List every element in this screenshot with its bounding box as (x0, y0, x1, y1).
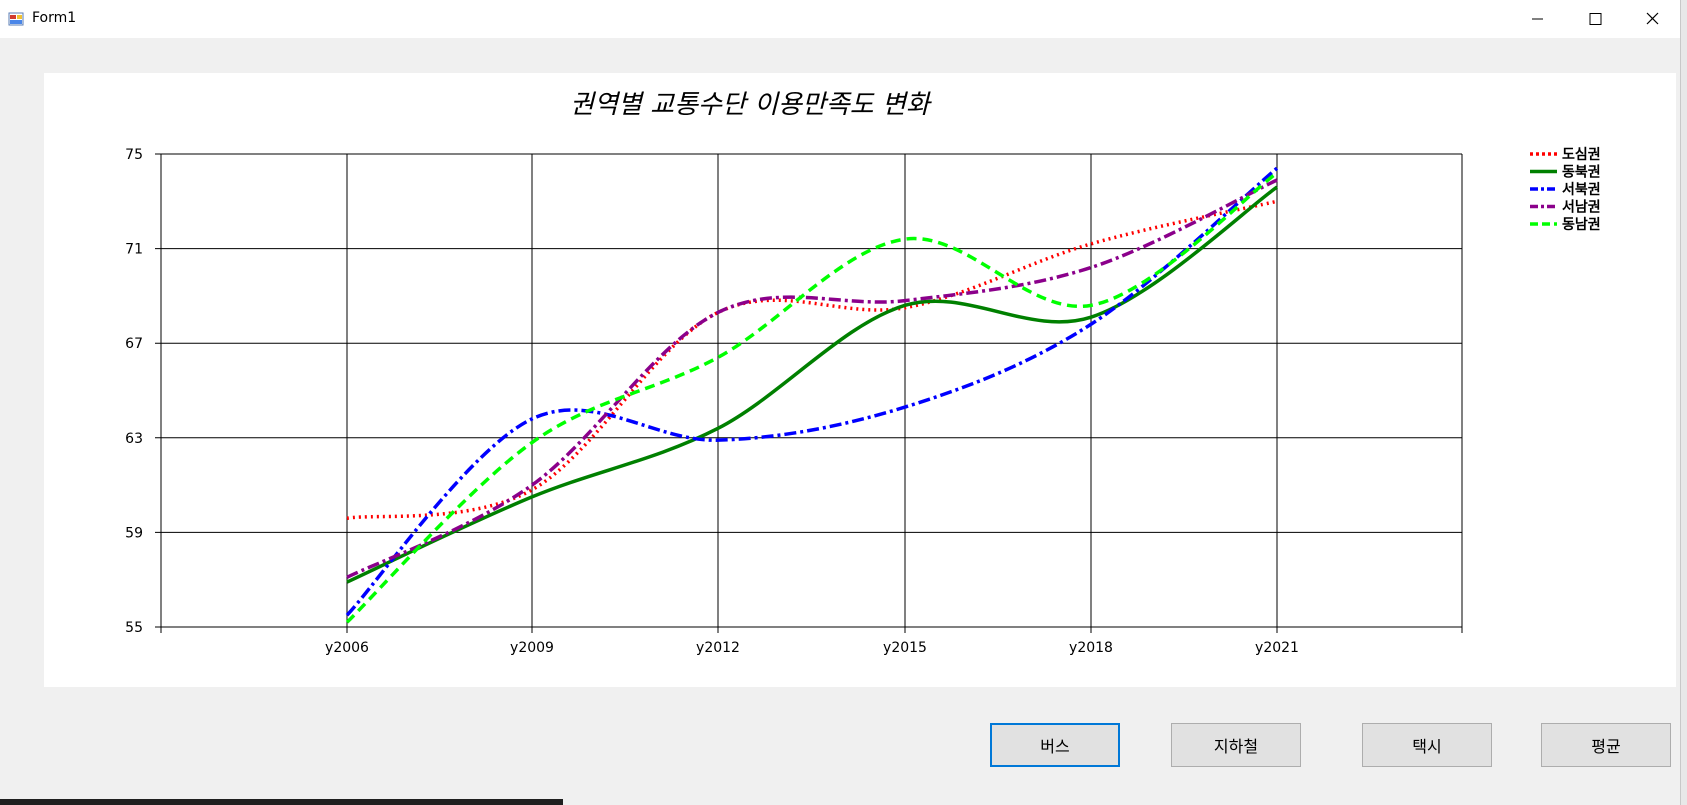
legend-label: 동남권 (1562, 216, 1601, 233)
y-tick-label: 75 (125, 147, 143, 163)
y-tick-label: 59 (125, 525, 143, 541)
x-tick-label: y2015 (883, 640, 927, 656)
maximize-icon[interactable] (1566, 0, 1624, 38)
average-button[interactable]: 평균 (1541, 723, 1671, 767)
subway-button[interactable]: 지하철 (1171, 723, 1301, 767)
series-line-3 (345, 166, 1279, 617)
legend-label: 서북권 (1562, 182, 1601, 198)
close-icon[interactable] (1624, 0, 1682, 38)
series-line-4 (346, 178, 1278, 579)
window-edge (1680, 0, 1687, 805)
taskbar-strip (0, 799, 563, 805)
x-tick-label: y2021 (1255, 640, 1299, 656)
x-tick-label: y2018 (1069, 640, 1113, 656)
series-line-2 (346, 185, 1279, 584)
y-tick-label: 67 (125, 336, 143, 352)
y-tick-label: 63 (125, 431, 143, 447)
legend-label: 서남권 (1562, 199, 1601, 216)
legend-label: 도심권 (1562, 147, 1601, 163)
window-title: Form1 (32, 10, 77, 26)
legend-label: 동북권 (1562, 165, 1601, 181)
y-tick-label: 71 (125, 242, 143, 258)
y-tick-label: 55 (125, 620, 143, 636)
taxi-button[interactable]: 택시 (1362, 723, 1492, 767)
chart-panel (44, 73, 1676, 687)
app-icon (8, 12, 24, 26)
x-tick-label: y2012 (696, 640, 740, 656)
series-line-5 (345, 171, 1279, 624)
title-bar: Form1 (0, 0, 1680, 38)
minimize-icon[interactable] (1508, 0, 1566, 38)
chart-title: 권역별 교통수단 이용만족도 변화 (570, 90, 930, 120)
x-tick-label: y2009 (510, 640, 554, 656)
x-tick-label: y2006 (325, 640, 369, 656)
axis-layer: 75 71 67 63 59 55 y2006 y2009 y2012 y2015 y2018 y20… (125, 147, 1463, 656)
bus-button[interactable]: 버스 (990, 723, 1120, 767)
series-layer (345, 166, 1279, 624)
grid-layer (155, 153, 1462, 633)
